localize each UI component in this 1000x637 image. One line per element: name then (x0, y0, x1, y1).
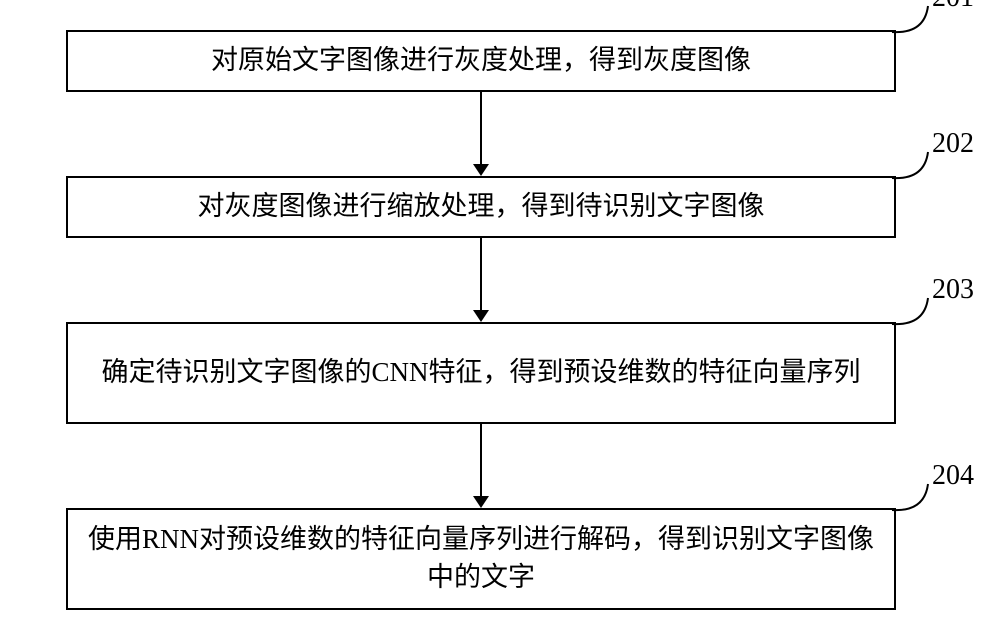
flow-node-n1: 对原始文字图像进行灰度处理，得到灰度图像 (66, 30, 896, 92)
flow-node-label-n2: 202 (932, 128, 974, 160)
flow-node-label-n1: 201 (932, 0, 974, 14)
flow-node-label-n3: 203 (932, 274, 974, 306)
flow-node-label-n4: 204 (932, 460, 974, 492)
flow-node-text: 使用RNN对预设维数的特征向量序列进行解码，得到识别文字图像中的文字 (78, 521, 884, 597)
flowchart-canvas: 对原始文字图像进行灰度处理，得到灰度图像 201 对灰度图像进行缩放处理，得到待识别… (0, 0, 1000, 637)
flow-node-n3: 确定待识别文字图像的CNN特征，得到预设维数的特征向量序列 (66, 322, 896, 424)
flow-node-text: 对灰度图像进行缩放处理，得到待识别文字图像 (198, 188, 765, 226)
flow-node-text: 对原始文字图像进行灰度处理，得到灰度图像 (211, 42, 751, 80)
flow-node-n2: 对灰度图像进行缩放处理，得到待识别文字图像 (66, 176, 896, 238)
flow-node-n4: 使用RNN对预设维数的特征向量序列进行解码，得到识别文字图像中的文字 (66, 508, 896, 610)
flow-node-text: 确定待识别文字图像的CNN特征，得到预设维数的特征向量序列 (101, 354, 860, 392)
